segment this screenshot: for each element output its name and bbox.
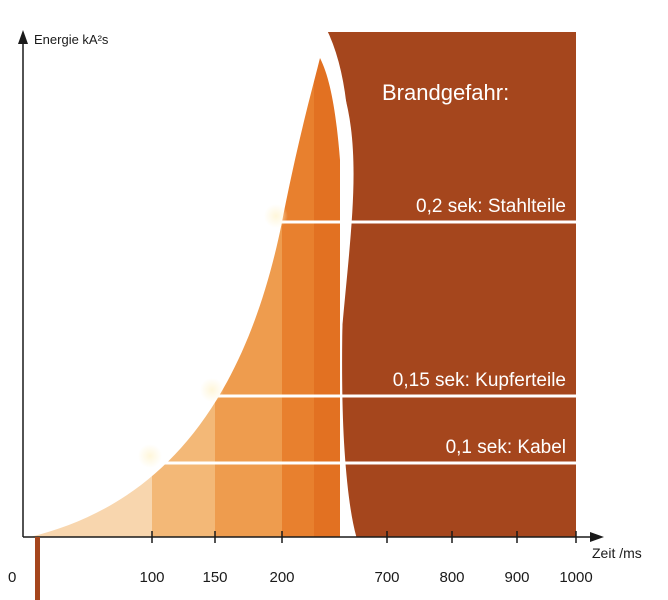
glow-point-stahlteile	[264, 204, 288, 228]
x-tick-label-0: 0	[8, 569, 16, 586]
y-axis-label: Energie kA²s	[34, 32, 109, 47]
y-axis-arrow	[18, 30, 28, 44]
origin-marker	[35, 537, 40, 600]
threshold-label-kabel: 0,1 sek: Kabel	[446, 437, 566, 458]
x-tick-label-150: 150	[202, 569, 227, 586]
x-tick-label-900: 900	[504, 569, 529, 586]
x-tick-label-200: 200	[269, 569, 294, 586]
panel-title: Brandgefahr:	[382, 80, 509, 105]
danger-zone-panel	[322, 32, 576, 537]
x-axis-ticks: 0 100 150 200 700 800 900 1000	[8, 531, 593, 586]
x-axis-label: Zeit /ms	[592, 545, 642, 561]
x-tick-label-1000: 1000	[559, 569, 592, 586]
threshold-label-stahlteile: 0,2 sek: Stahlteile	[416, 196, 566, 217]
threshold-label-kupferteile: 0,15 sek: Kupferteile	[393, 370, 566, 391]
x-axis-unit: ms	[623, 545, 642, 561]
glow-point-kabel	[138, 444, 162, 468]
band-tail	[314, 58, 340, 537]
x-axis-arrow	[590, 532, 604, 542]
x-tick-label-100: 100	[139, 569, 164, 586]
x-tick-label-800: 800	[439, 569, 464, 586]
glow-point-kupferteile	[200, 378, 224, 402]
x-tick-label-700: 700	[374, 569, 399, 586]
band-0-100	[30, 58, 152, 537]
x-axis-label-name: Zeit	[592, 545, 615, 561]
x-axis-unit-separator: /	[615, 545, 623, 561]
